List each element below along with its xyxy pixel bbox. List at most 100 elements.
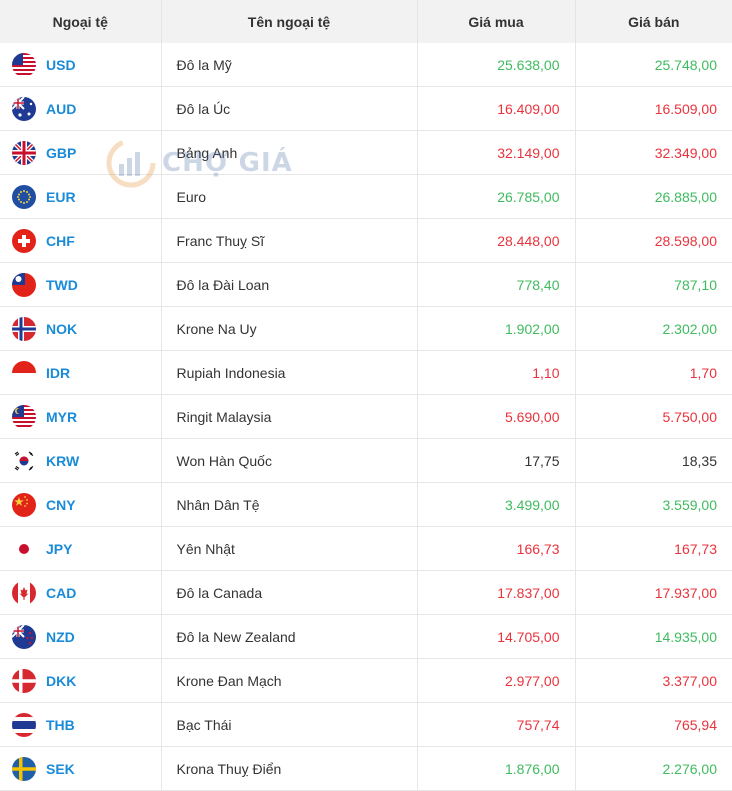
id-flag-icon <box>12 360 36 385</box>
currency-code-link[interactable]: GBP <box>46 144 77 161</box>
table-row: CNY Nhân Dân Tệ 3.499,00 3.559,00 <box>0 482 732 527</box>
currency-code-link[interactable]: CHF <box>46 232 75 249</box>
currency-code-link[interactable]: EUR <box>46 188 76 205</box>
currency-code-link[interactable]: DKK <box>46 672 77 689</box>
jp-flag-icon <box>12 536 36 561</box>
currency-code-link[interactable]: JPY <box>46 540 73 557</box>
ca-flag-icon <box>12 580 36 605</box>
table-row: GBP Bảng Anh 32.149,00 32.349,00 <box>0 130 732 175</box>
buy-price: 32.149,00 <box>417 130 576 175</box>
currency-name: Rupiah Indonesia <box>161 350 418 395</box>
no-flag-icon <box>12 316 36 341</box>
sell-price: 16.509,00 <box>575 86 732 131</box>
currency-code-link[interactable]: NZD <box>46 628 75 645</box>
table-row: DKK Krone Đan Mạch 2.977,00 3.377,00 <box>0 658 732 703</box>
sell-price: 25.748,00 <box>575 43 732 87</box>
sell-price: 3.377,00 <box>575 658 732 703</box>
currency-code-link[interactable]: THB <box>46 716 75 733</box>
buy-price: 16.409,00 <box>417 86 576 131</box>
sell-price: 167,73 <box>575 526 732 571</box>
currency-name: Đô la New Zealand <box>161 614 418 659</box>
currency-name: Won Hàn Quốc <box>161 438 418 483</box>
table-row: USD Đô la Mỹ 25.638,00 25.748,00 <box>0 43 732 87</box>
table-row: JPY Yên Nhật 166,73 167,73 <box>0 526 732 571</box>
dk-flag-icon <box>12 668 36 693</box>
currency-name: Bảng Anh <box>161 130 418 175</box>
currency-code-cell: NZD <box>0 614 162 659</box>
header-sell-price: Giá bán <box>575 0 732 43</box>
currency-code-link[interactable]: SEK <box>46 760 75 777</box>
currency-code-link[interactable]: CAD <box>46 584 77 601</box>
currency-code-cell: THB <box>0 702 162 747</box>
currency-code-cell: SEK <box>0 746 162 791</box>
sell-price: 5.750,00 <box>575 394 732 439</box>
buy-price: 14.705,00 <box>417 614 576 659</box>
ch-flag-icon <box>12 228 36 253</box>
buy-price: 2.977,00 <box>417 658 576 703</box>
buy-price: 1,10 <box>417 350 576 395</box>
sell-price: 787,10 <box>575 262 732 307</box>
currency-name: Krona Thuỵ Điển <box>161 746 418 791</box>
currency-code-cell: MYR <box>0 394 162 439</box>
nz-flag-icon <box>12 624 36 649</box>
currency-code-link[interactable]: MYR <box>46 408 78 425</box>
currency-code-link[interactable]: CNY <box>46 496 76 513</box>
header-buy-price: Giá mua <box>417 0 576 43</box>
se-flag-icon <box>12 756 36 781</box>
currency-code-link[interactable]: KRW <box>46 452 80 469</box>
currency-code-cell: CNY <box>0 482 162 527</box>
currency-code-link[interactable]: NOK <box>46 320 78 337</box>
sell-price: 28.598,00 <box>575 218 732 263</box>
currency-name: Euro <box>161 174 418 219</box>
table-header-row: Ngoại tệ Tên ngoại tệ Giá mua Giá bán <box>0 0 732 43</box>
buy-price: 28.448,00 <box>417 218 576 263</box>
currency-code-cell: USD <box>0 43 162 87</box>
currency-name: Bạc Thái <box>161 702 418 747</box>
table-row: CHF Franc Thuỵ Sĩ 28.448,00 28.598,00 <box>0 218 732 263</box>
currency-code-cell: GBP <box>0 130 162 175</box>
sell-price: 32.349,00 <box>575 130 732 175</box>
table-row: THB Bạc Thái 757,74 765,94 <box>0 702 732 747</box>
currency-code-cell: CHF <box>0 218 162 263</box>
currency-code-cell: NOK <box>0 306 162 351</box>
currency-name: Đô la Đài Loan <box>161 262 418 307</box>
sell-price: 2.302,00 <box>575 306 732 351</box>
sell-price: 1,70 <box>575 350 732 395</box>
table-row: KRW Won Hàn Quốc 17,75 18,35 <box>0 438 732 483</box>
sell-price: 765,94 <box>575 702 732 747</box>
currency-name: Nhân Dân Tệ <box>161 482 418 527</box>
currency-name: Đô la Úc <box>161 86 418 131</box>
currency-name: Krone Đan Mạch <box>161 658 418 703</box>
buy-price: 1.902,00 <box>417 306 576 351</box>
buy-price: 25.638,00 <box>417 43 576 87</box>
table-row: SEK Krona Thuỵ Điển 1.876,00 2.276,00 <box>0 746 732 791</box>
gb-flag-icon <box>12 140 36 165</box>
header-currency-code: Ngoại tệ <box>0 0 162 43</box>
currency-code-cell: DKK <box>0 658 162 703</box>
currency-code-cell: EUR <box>0 174 162 219</box>
currency-name: Yên Nhật <box>161 526 418 571</box>
currency-code-cell: JPY <box>0 526 162 571</box>
my-flag-icon <box>12 404 36 429</box>
sell-price: 17.937,00 <box>575 570 732 615</box>
currency-name: Krone Na Uy <box>161 306 418 351</box>
currency-name: Ringit Malaysia <box>161 394 418 439</box>
table-row: EUR Euro 26.785,00 26.885,00 <box>0 174 732 219</box>
currency-code-link[interactable]: AUD <box>46 100 77 117</box>
us-flag-icon <box>12 52 36 77</box>
buy-price: 166,73 <box>417 526 576 571</box>
tw-flag-icon <box>12 272 36 297</box>
table-row: AUD Đô la Úc 16.409,00 16.509,00 <box>0 86 732 131</box>
sell-price: 14.935,00 <box>575 614 732 659</box>
currency-name: Đô la Canada <box>161 570 418 615</box>
buy-price: 757,74 <box>417 702 576 747</box>
table-row: NZD Đô la New Zealand 14.705,00 14.935,00 <box>0 614 732 659</box>
buy-price: 1.876,00 <box>417 746 576 791</box>
sell-price: 26.885,00 <box>575 174 732 219</box>
header-currency-name: Tên ngoại tệ <box>161 0 418 43</box>
currency-code-link[interactable]: IDR <box>46 364 71 381</box>
table-row: MYR Ringit Malaysia 5.690,00 5.750,00 <box>0 394 732 439</box>
currency-code-link[interactable]: USD <box>46 56 76 73</box>
currency-name: Đô la Mỹ <box>161 43 418 87</box>
currency-code-link[interactable]: TWD <box>46 276 78 293</box>
